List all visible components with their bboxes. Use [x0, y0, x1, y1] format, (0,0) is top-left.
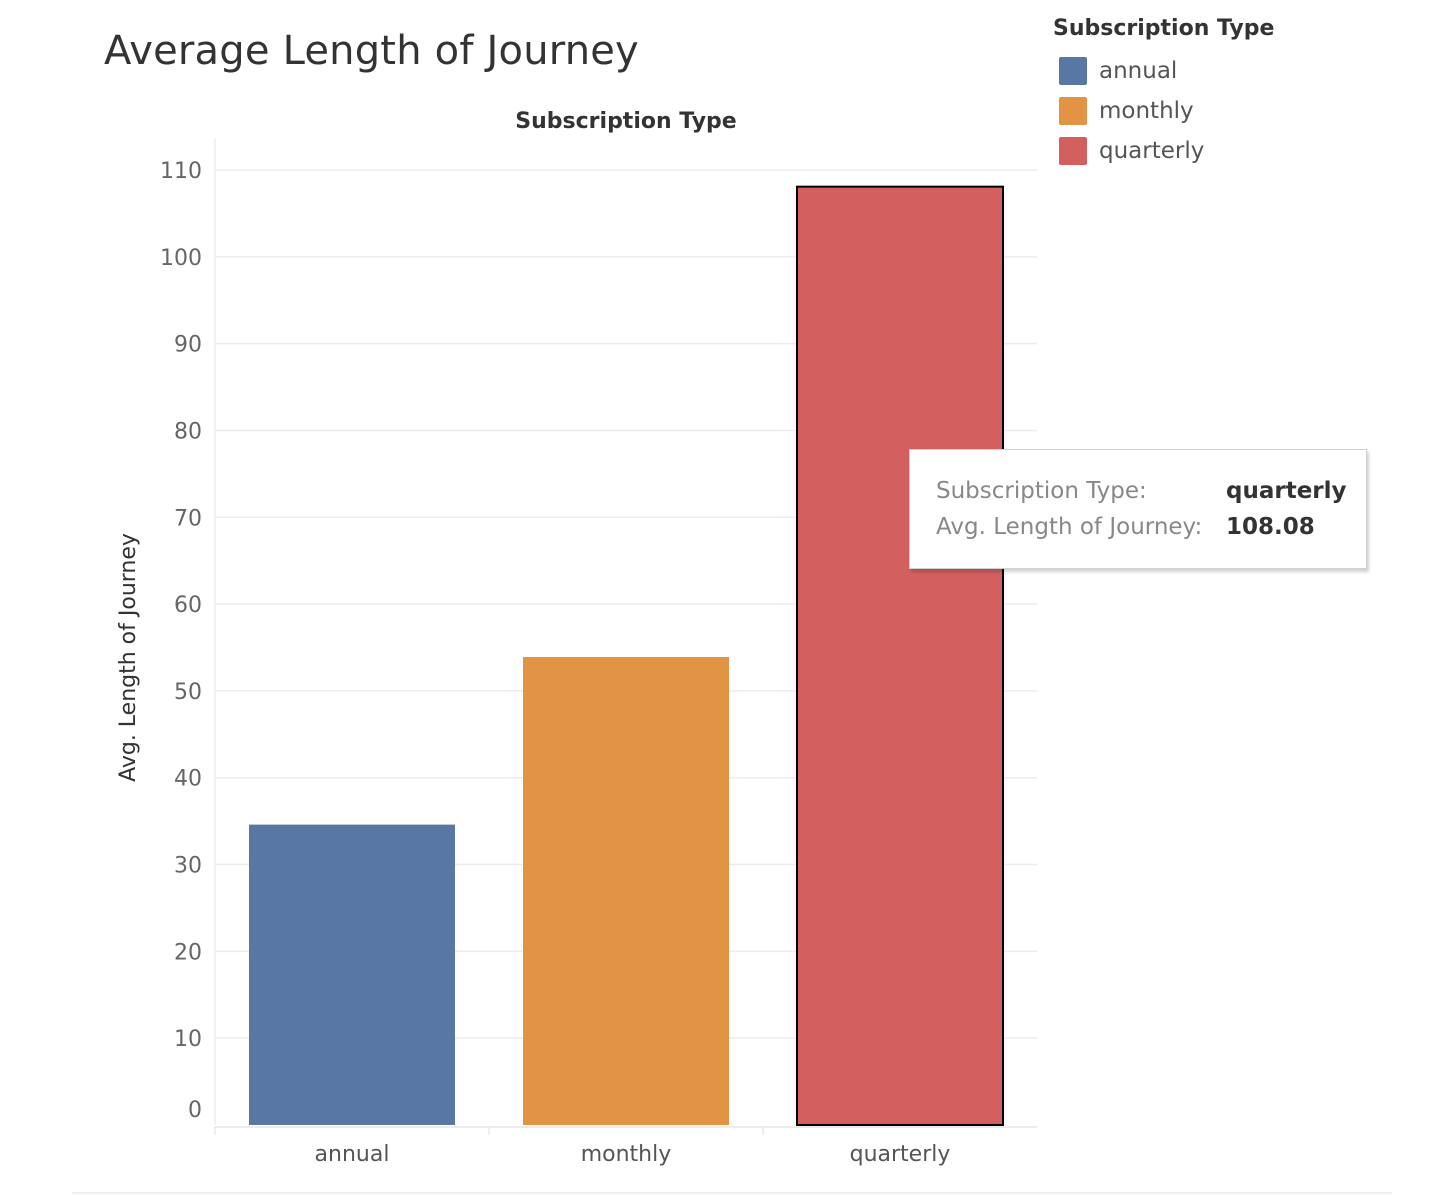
tooltip-row-subscription-type: Subscription Type: quarterly — [936, 478, 1347, 504]
y-tick-label: 50 — [174, 680, 202, 705]
tooltip-value: quarterly — [1226, 478, 1347, 504]
y-tick-label: 30 — [174, 854, 202, 879]
y-tick-label: 110 — [160, 159, 202, 184]
tooltip-key: Subscription Type: — [936, 478, 1147, 504]
tooltip-row-avg-length: Avg. Length of Journey: 108.08 — [936, 514, 1315, 540]
legend-item-monthly[interactable]: monthly — [1053, 91, 1274, 131]
column-header: Subscription Type — [515, 109, 736, 134]
y-axis-title: Avg. Length of Journey — [116, 533, 141, 782]
y-tick-label: 0 — [188, 1098, 202, 1123]
legend-item-quarterly[interactable]: quarterly — [1053, 131, 1274, 171]
legend-label: monthly — [1099, 98, 1194, 124]
legend-swatch — [1059, 97, 1087, 125]
legend-label: annual — [1099, 58, 1178, 84]
y-tick-label: 40 — [174, 767, 202, 792]
legend-title: Subscription Type — [1053, 16, 1275, 41]
bar-quarterly — [796, 185, 1004, 1127]
tooltip: Subscription Type: quarterly Avg. Length … — [909, 449, 1367, 569]
chart-title: Average Length of Journey — [104, 28, 639, 74]
bar-monthly — [523, 657, 729, 1125]
legend-swatch — [1059, 137, 1087, 165]
x-tick-label: annual — [315, 1142, 390, 1167]
y-tick-label: 70 — [174, 506, 202, 531]
legend[interactable]: Subscription Type annual monthly quarter… — [1053, 16, 1274, 171]
legend-item-annual[interactable]: annual — [1053, 51, 1274, 91]
y-tick-label: 20 — [174, 940, 202, 965]
legend-label: quarterly — [1099, 138, 1205, 164]
bottom-divider — [72, 1192, 1392, 1194]
y-tick-label: 100 — [160, 246, 202, 271]
tooltip-value: 108.08 — [1226, 514, 1315, 540]
x-tick-label: monthly — [581, 1142, 672, 1167]
y-tick-label: 60 — [174, 593, 202, 618]
y-tick-label: 80 — [174, 419, 202, 444]
x-tick-label: quarterly — [850, 1142, 951, 1167]
bar-annual — [249, 824, 455, 1125]
legend-swatch — [1059, 57, 1087, 85]
tooltip-key: Avg. Length of Journey: — [936, 514, 1203, 540]
y-tick-label: 10 — [174, 1027, 202, 1052]
y-tick-label: 90 — [174, 333, 202, 358]
